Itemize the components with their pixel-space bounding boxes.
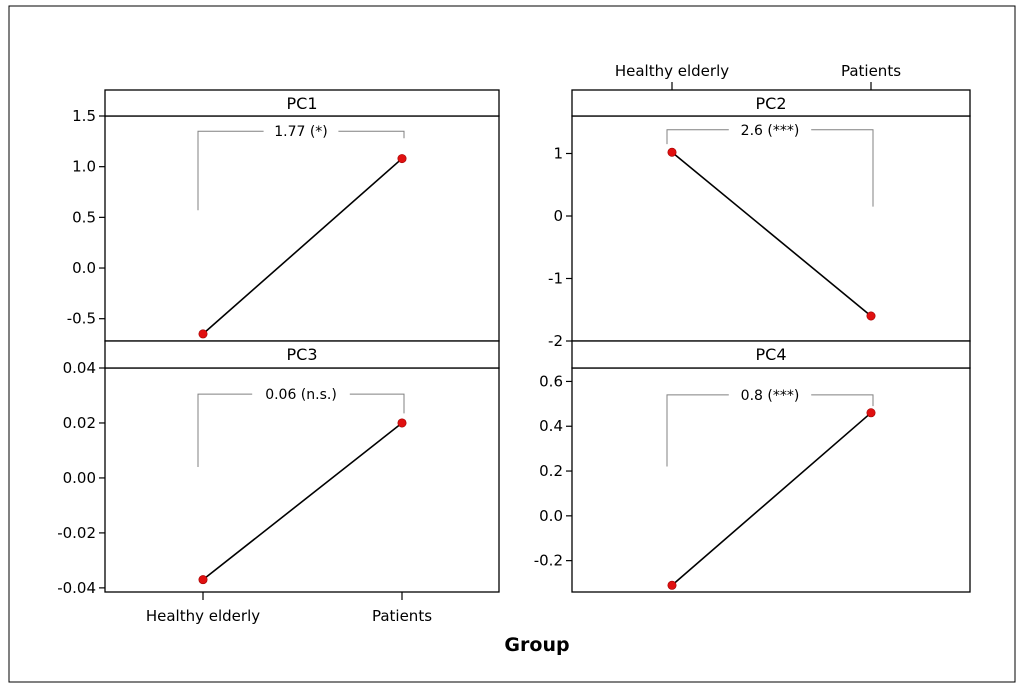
pc3-y-tick-label: -0.02 bbox=[57, 524, 96, 542]
pc2-series-line bbox=[671, 151, 872, 317]
pc3-y-tick-label: 0.00 bbox=[63, 469, 96, 487]
pc1-y-tick-label: -0.5 bbox=[67, 310, 96, 328]
pc3-point-healthy-elderly bbox=[198, 575, 208, 585]
bottom-x-axis: Healthy elderly Patients bbox=[146, 607, 432, 625]
top-tick-label-patients: Patients bbox=[841, 62, 901, 80]
top-tick-label-healthy-elderly: Healthy elderly bbox=[615, 62, 729, 80]
pc1-y-tick-label: 0.5 bbox=[72, 208, 96, 226]
pc4-significance-bracket bbox=[666, 394, 874, 467]
pc1-series-line bbox=[202, 157, 403, 335]
panel-pc2: PC2 1 0 -1 -2 2.6 (***) bbox=[548, 82, 971, 350]
pc1-y-tick-label: 1.5 bbox=[72, 107, 96, 125]
pc4-significance-label: 0.8 (***) bbox=[741, 388, 800, 404]
pc3-title: PC3 bbox=[287, 345, 318, 364]
pc2-y-tick-label: -2 bbox=[548, 332, 563, 350]
pc4-y-tick-label: 0.0 bbox=[539, 507, 563, 525]
pc1-significance-label: 1.77 (*) bbox=[274, 124, 328, 140]
pc4-point-healthy-elderly bbox=[667, 580, 677, 590]
pc4-strip bbox=[571, 340, 971, 369]
pc2-y-tick-label: 0 bbox=[553, 207, 563, 225]
pc1-plot-frame bbox=[104, 115, 500, 342]
panel-pc3: PC3 0.04 0.02 0.00 -0.02 -0.04 0.06 (n.s.) bbox=[57, 340, 500, 600]
pc4-title: PC4 bbox=[756, 345, 787, 364]
pc2-strip bbox=[571, 89, 971, 117]
pc2-y-tick-label: -1 bbox=[548, 270, 563, 288]
pc1-y-tick-label: 1.0 bbox=[72, 158, 96, 176]
pc3-strip bbox=[104, 340, 500, 369]
pc1-point-patients bbox=[397, 154, 407, 164]
pc3-y-tick-label: 0.04 bbox=[63, 359, 96, 377]
pc4-y-tick-label: 0.6 bbox=[539, 372, 563, 390]
pc4-point-patients bbox=[866, 408, 876, 418]
pc2-plot-frame bbox=[571, 115, 971, 342]
pc2-y-tick-label: 1 bbox=[553, 145, 563, 163]
pc3-significance-bracket bbox=[197, 393, 405, 467]
pc3-series-line bbox=[202, 422, 403, 581]
pc2-significance-bracket bbox=[666, 129, 874, 207]
pc3-y-tick-label: -0.04 bbox=[57, 579, 96, 597]
pc4-y-tick-label: -0.2 bbox=[534, 552, 563, 570]
panel-pc1: PC1 1.5 1.0 0.5 0.0 -0.5 1.77 (*) bbox=[67, 89, 500, 342]
pc2-point-healthy-elderly bbox=[667, 147, 677, 157]
top-x-axis: Healthy elderly Patients bbox=[615, 62, 901, 80]
x-tick-label-patients: Patients bbox=[372, 607, 432, 625]
pc4-y-tick-label: 0.4 bbox=[539, 417, 563, 435]
pc2-point-patients bbox=[866, 311, 876, 321]
pc1-significance-bracket bbox=[197, 130, 405, 211]
pc1-point-healthy-elderly bbox=[198, 329, 208, 339]
x-axis-title: Group bbox=[504, 634, 569, 656]
pc4-series-line bbox=[671, 412, 872, 586]
panel-pc4: PC4 0.6 0.4 0.2 0.0 -0.2 0.8 (***) bbox=[534, 340, 971, 593]
pc3-y-tick-label: 0.02 bbox=[63, 414, 96, 432]
pc4-y-tick-label: 0.2 bbox=[539, 462, 563, 480]
pc1-title: PC1 bbox=[287, 94, 318, 113]
pc1-y-tick-label: 0.0 bbox=[72, 259, 96, 277]
pc3-point-patients bbox=[397, 418, 407, 428]
pc1-strip bbox=[104, 89, 500, 117]
outer-border bbox=[8, 5, 1016, 683]
pc2-significance-label: 2.6 (***) bbox=[741, 123, 800, 139]
pc2-title: PC2 bbox=[756, 94, 787, 113]
x-tick-label-healthy-elderly: Healthy elderly bbox=[146, 607, 260, 625]
pc3-significance-label: 0.06 (n.s.) bbox=[265, 387, 337, 403]
